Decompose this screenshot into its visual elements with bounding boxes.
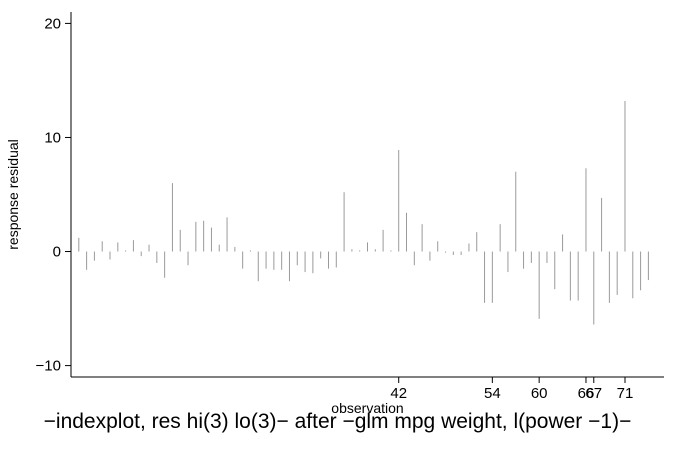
residual-spikes bbox=[78, 100, 649, 325]
y-axis-title: response residual bbox=[5, 139, 21, 250]
x-tick-label: 67 bbox=[585, 385, 602, 402]
y-tick-label: −10 bbox=[36, 358, 61, 375]
x-axis-title: observation bbox=[331, 400, 403, 416]
y-tick-label: 10 bbox=[44, 129, 61, 146]
y-tick-label: 0 bbox=[53, 244, 61, 261]
x-tick-label: 60 bbox=[531, 385, 548, 402]
y-tick-label: 20 bbox=[44, 15, 61, 32]
y-axis-ticks: −10 0 10 20 bbox=[36, 15, 71, 375]
x-tick-label: 66 bbox=[578, 385, 595, 402]
x-tick-label: 71 bbox=[617, 385, 634, 402]
x-tick-label: 54 bbox=[484, 385, 501, 402]
x-tick-label: 42 bbox=[390, 385, 407, 402]
chart-caption: −indexplot, res hi(3) lo(3)− after −glm … bbox=[43, 410, 632, 433]
